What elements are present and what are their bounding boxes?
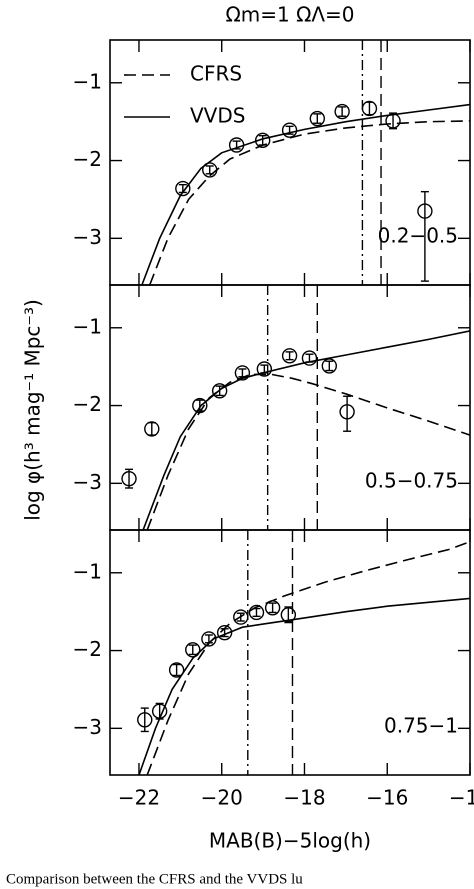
data-point	[301, 350, 318, 366]
data-point	[211, 383, 228, 399]
panel	[121, 285, 470, 530]
curve	[142, 330, 470, 530]
data-point	[228, 137, 245, 153]
y-tick-label: −1	[73, 314, 102, 338]
data-point	[121, 470, 137, 487]
caption: Comparison between the CFRS and the VVDS…	[6, 871, 303, 887]
y-tick-label: −2	[73, 392, 102, 416]
data-point	[385, 113, 401, 129]
data-point	[185, 642, 201, 658]
data-point	[264, 600, 281, 616]
curve	[141, 103, 470, 285]
y-tick-label: −3	[73, 470, 102, 494]
curve	[146, 540, 470, 775]
y-tick-label: −1	[73, 559, 102, 583]
x-tick-label: −14	[449, 786, 474, 810]
data-point	[192, 397, 208, 414]
panel-frame	[109, 529, 471, 776]
data-point	[175, 180, 191, 197]
data-point	[417, 203, 433, 219]
data-point	[233, 609, 249, 625]
legend-label: VVDS	[190, 104, 245, 128]
y-tick-label: −3	[73, 225, 102, 249]
data-point	[334, 103, 350, 120]
y-tick-label: −3	[73, 715, 102, 739]
panel	[137, 530, 470, 775]
data-point	[201, 631, 217, 647]
data-point	[256, 361, 273, 377]
panel-label: 0.5−0.75	[365, 469, 458, 493]
panel-label: 0.2−0.5	[378, 224, 458, 248]
data-point	[168, 662, 185, 678]
y-axis-label: log φ(h³ mag⁻¹ Mpc⁻³)	[21, 299, 45, 521]
x-tick-label: −22	[118, 786, 160, 810]
x-tick-label: −18	[283, 786, 325, 810]
data-point	[248, 604, 265, 621]
y-tick-label: −2	[73, 147, 102, 171]
panel	[141, 40, 470, 285]
panel-frame	[109, 284, 471, 531]
data-point	[216, 624, 233, 641]
data-point	[144, 421, 160, 437]
data-point	[309, 110, 326, 127]
x-tick-label: −16	[366, 786, 408, 810]
data-point	[281, 348, 298, 364]
data-point	[321, 358, 338, 374]
chart-title: Ωm=1 ΩΛ=0	[225, 3, 354, 27]
x-tick-label: −20	[201, 786, 243, 810]
panel-label: 0.75−1	[384, 714, 458, 738]
curve	[146, 373, 470, 530]
legend-label: CFRS	[190, 62, 242, 86]
curve	[148, 120, 470, 285]
data-point	[234, 365, 251, 381]
data-point	[361, 100, 378, 117]
data-point	[339, 404, 355, 420]
curve	[138, 597, 470, 775]
data-point	[137, 712, 153, 728]
data-point	[254, 132, 271, 149]
x-axis-label: MAB(B)−5log(h)	[209, 829, 371, 853]
data-point	[151, 703, 168, 719]
y-tick-label: −2	[73, 637, 102, 661]
data-point	[281, 122, 298, 138]
y-tick-label: −1	[73, 69, 102, 93]
data-point	[280, 607, 297, 623]
data-point	[202, 162, 218, 178]
